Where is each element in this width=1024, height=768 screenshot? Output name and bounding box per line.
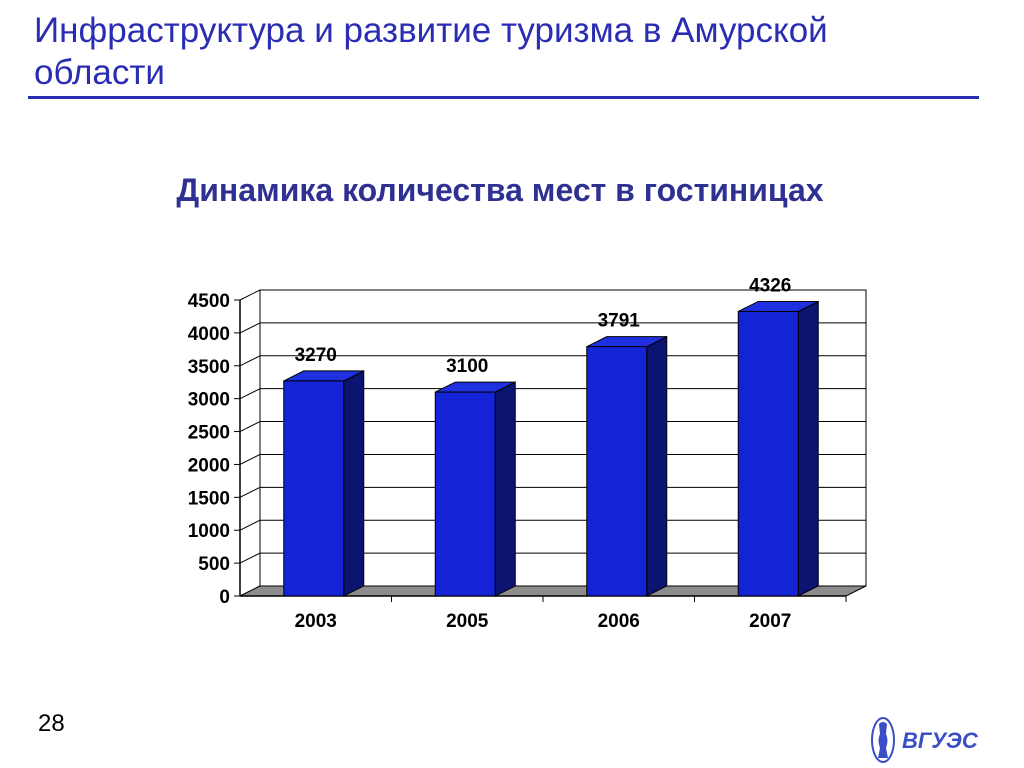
- gridline-side: [239, 421, 261, 433]
- bar-side: [646, 335, 668, 597]
- logo-text: ВГУЭС: [902, 728, 979, 753]
- y-tick-label: 4000: [188, 324, 230, 345]
- bar: [737, 310, 799, 597]
- page-number: 28: [38, 710, 65, 737]
- y-tick-label: 0: [219, 587, 230, 608]
- x-tick-label: 2003: [295, 611, 337, 632]
- y-tick-label: 1500: [188, 488, 230, 509]
- data-label: 3270: [295, 345, 337, 366]
- slide-title: Инфраструктура и развитие туризма в Амур…: [34, 11, 828, 92]
- y-tick-label: 3000: [188, 390, 230, 411]
- gridline-side: [239, 355, 261, 367]
- y-tick-label: 1000: [188, 521, 230, 542]
- gridline-side: [239, 388, 261, 400]
- title-underline: [28, 96, 979, 99]
- data-label: 3791: [598, 311, 641, 332]
- y-tick-label: 4500: [188, 291, 230, 312]
- data-label: 4326: [749, 275, 791, 296]
- gridline-side: [239, 519, 261, 531]
- bar-side: [343, 370, 365, 597]
- y-tick-label: 3500: [188, 357, 230, 378]
- bar: [434, 391, 496, 597]
- y-tick-label: 2500: [188, 423, 230, 444]
- university-logo: ВГУЭС: [871, 717, 979, 763]
- bar: [283, 380, 345, 597]
- y-tick-label: 2000: [188, 455, 230, 476]
- gridline-side: [239, 486, 261, 498]
- data-label: 3100: [446, 356, 488, 377]
- gridline-side: [239, 289, 261, 301]
- x-tick-label: 2005: [446, 611, 489, 632]
- y-tick-label: 500: [198, 554, 230, 575]
- chart-title: Динамика количества мест в гостиницах: [176, 172, 824, 208]
- bar-side: [797, 300, 819, 597]
- bar: [586, 346, 648, 597]
- gridline-side: [239, 322, 261, 334]
- logo-figure-icon: [878, 722, 888, 758]
- bar-side: [494, 381, 516, 597]
- x-tick-label: 2007: [749, 611, 791, 632]
- x-tick-label: 2006: [598, 611, 640, 632]
- gridline-side: [239, 552, 261, 564]
- gridline-side: [239, 453, 261, 465]
